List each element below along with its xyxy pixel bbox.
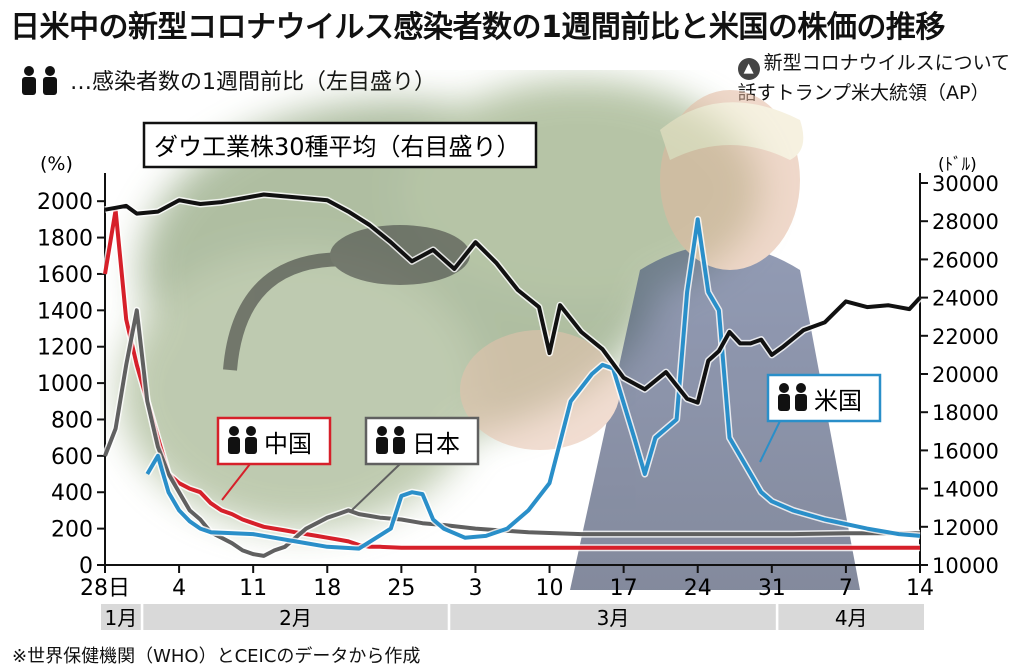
left-tick-label: 0 bbox=[79, 554, 93, 579]
x-tick-label: 11 bbox=[239, 576, 267, 601]
x-tick-label: 17 bbox=[610, 576, 638, 601]
right-tick-label: 16000 bbox=[932, 439, 999, 463]
x-tick-label: 18 bbox=[313, 576, 341, 601]
right-tick-label: 20000 bbox=[932, 363, 999, 387]
label-usa-text: 米国 bbox=[814, 387, 862, 415]
people-icon bbox=[376, 437, 388, 454]
people-icon bbox=[795, 394, 807, 411]
photo-credit: ▲ 新型コロナウイルスについて 話すトランプ米大統領（AP） bbox=[737, 50, 1010, 107]
month-label: 1月 bbox=[105, 606, 138, 630]
x-tick-label: 7 bbox=[839, 576, 853, 601]
photo-arrow-icon: ▲ bbox=[737, 58, 760, 80]
label-china-leader bbox=[221, 463, 251, 501]
chart-title: 日米中の新型コロナウイルス感染者数の1週間前比と米国の株価の推移 bbox=[10, 10, 945, 45]
x-tick-label: 3 bbox=[468, 576, 482, 601]
right-tick-label: 18000 bbox=[932, 401, 999, 425]
right-tick-label: 10000 bbox=[932, 554, 999, 578]
label-japan-box bbox=[364, 416, 480, 466]
month-band bbox=[450, 604, 776, 630]
people-icon bbox=[377, 426, 387, 436]
people-icon bbox=[779, 383, 789, 393]
right-tick-label: 14000 bbox=[932, 478, 999, 502]
left-tick-label: 2000 bbox=[37, 190, 93, 215]
label-dow-box bbox=[142, 121, 538, 169]
month-band bbox=[101, 604, 141, 630]
left-tick-label: 200 bbox=[51, 518, 93, 543]
x-tick-label: 28日 bbox=[80, 576, 130, 601]
left-tick-label: 1200 bbox=[37, 336, 93, 361]
left-tick-label: 1000 bbox=[37, 372, 93, 397]
month-label: 2月 bbox=[279, 606, 312, 630]
x-tick-label: 31 bbox=[758, 576, 786, 601]
x-tick-label: 25 bbox=[387, 576, 415, 601]
month-label: 4月 bbox=[835, 606, 868, 630]
label-usa-leader bbox=[759, 420, 781, 463]
label-china-text: 中国 bbox=[264, 430, 312, 458]
right-tick-label: 12000 bbox=[932, 516, 999, 540]
right-tick-label: 26000 bbox=[932, 248, 999, 272]
series-line bbox=[145, 217, 921, 551]
label-japan-text: 日本 bbox=[412, 430, 460, 458]
month-label: 3月 bbox=[597, 606, 630, 630]
people-icon bbox=[22, 66, 57, 95]
legend-note-text: …感染者数の1週間前比（左目盛り） bbox=[70, 70, 436, 95]
series-line bbox=[104, 192, 922, 405]
label-japan-leader bbox=[351, 463, 401, 511]
photo-credit-line2: 話すトランプ米大統領（AP） bbox=[737, 82, 990, 104]
source-note: ※世界保健機関（WHO）とCEICのデータから作成 bbox=[12, 646, 421, 667]
people-icon bbox=[228, 437, 240, 454]
left-tick-label: 1800 bbox=[37, 227, 93, 252]
people-icon bbox=[229, 426, 239, 436]
people-icon bbox=[778, 394, 790, 411]
people-icon bbox=[245, 437, 257, 454]
left-tick-label: 800 bbox=[51, 408, 93, 433]
people-icon bbox=[796, 383, 806, 393]
x-tick-label: 24 bbox=[684, 576, 712, 601]
right-tick-label: 28000 bbox=[932, 210, 999, 234]
people-icon bbox=[394, 426, 404, 436]
left-axis-unit: (%) bbox=[40, 153, 73, 175]
right-tick-label: 30000 bbox=[932, 172, 999, 196]
left-tick-label: 1400 bbox=[37, 299, 93, 324]
month-band bbox=[778, 604, 924, 630]
photo-credit-line1: 新型コロナウイルスについて bbox=[763, 52, 1010, 74]
people-icon bbox=[393, 437, 405, 454]
left-tick-label: 400 bbox=[51, 481, 93, 506]
series-line bbox=[103, 308, 920, 558]
right-tick-label: 22000 bbox=[932, 325, 999, 349]
people-icon bbox=[246, 426, 256, 436]
month-band bbox=[143, 604, 448, 630]
right-axis-unit: (ﾄﾞﾙ) bbox=[938, 155, 977, 175]
x-tick-label: 10 bbox=[536, 576, 564, 601]
x-tick-label: 14 bbox=[906, 576, 934, 601]
label-dow-text: ダウ工業株30種平均（右目盛り） bbox=[154, 133, 521, 161]
left-tick-label: 600 bbox=[51, 445, 93, 470]
right-tick-label: 24000 bbox=[932, 287, 999, 311]
series-halo bbox=[104, 191, 923, 407]
legend-note: …感染者数の1週間前比（左目盛り） bbox=[18, 64, 436, 96]
x-tick-label: 4 bbox=[172, 576, 186, 601]
left-tick-label: 1600 bbox=[37, 263, 93, 288]
